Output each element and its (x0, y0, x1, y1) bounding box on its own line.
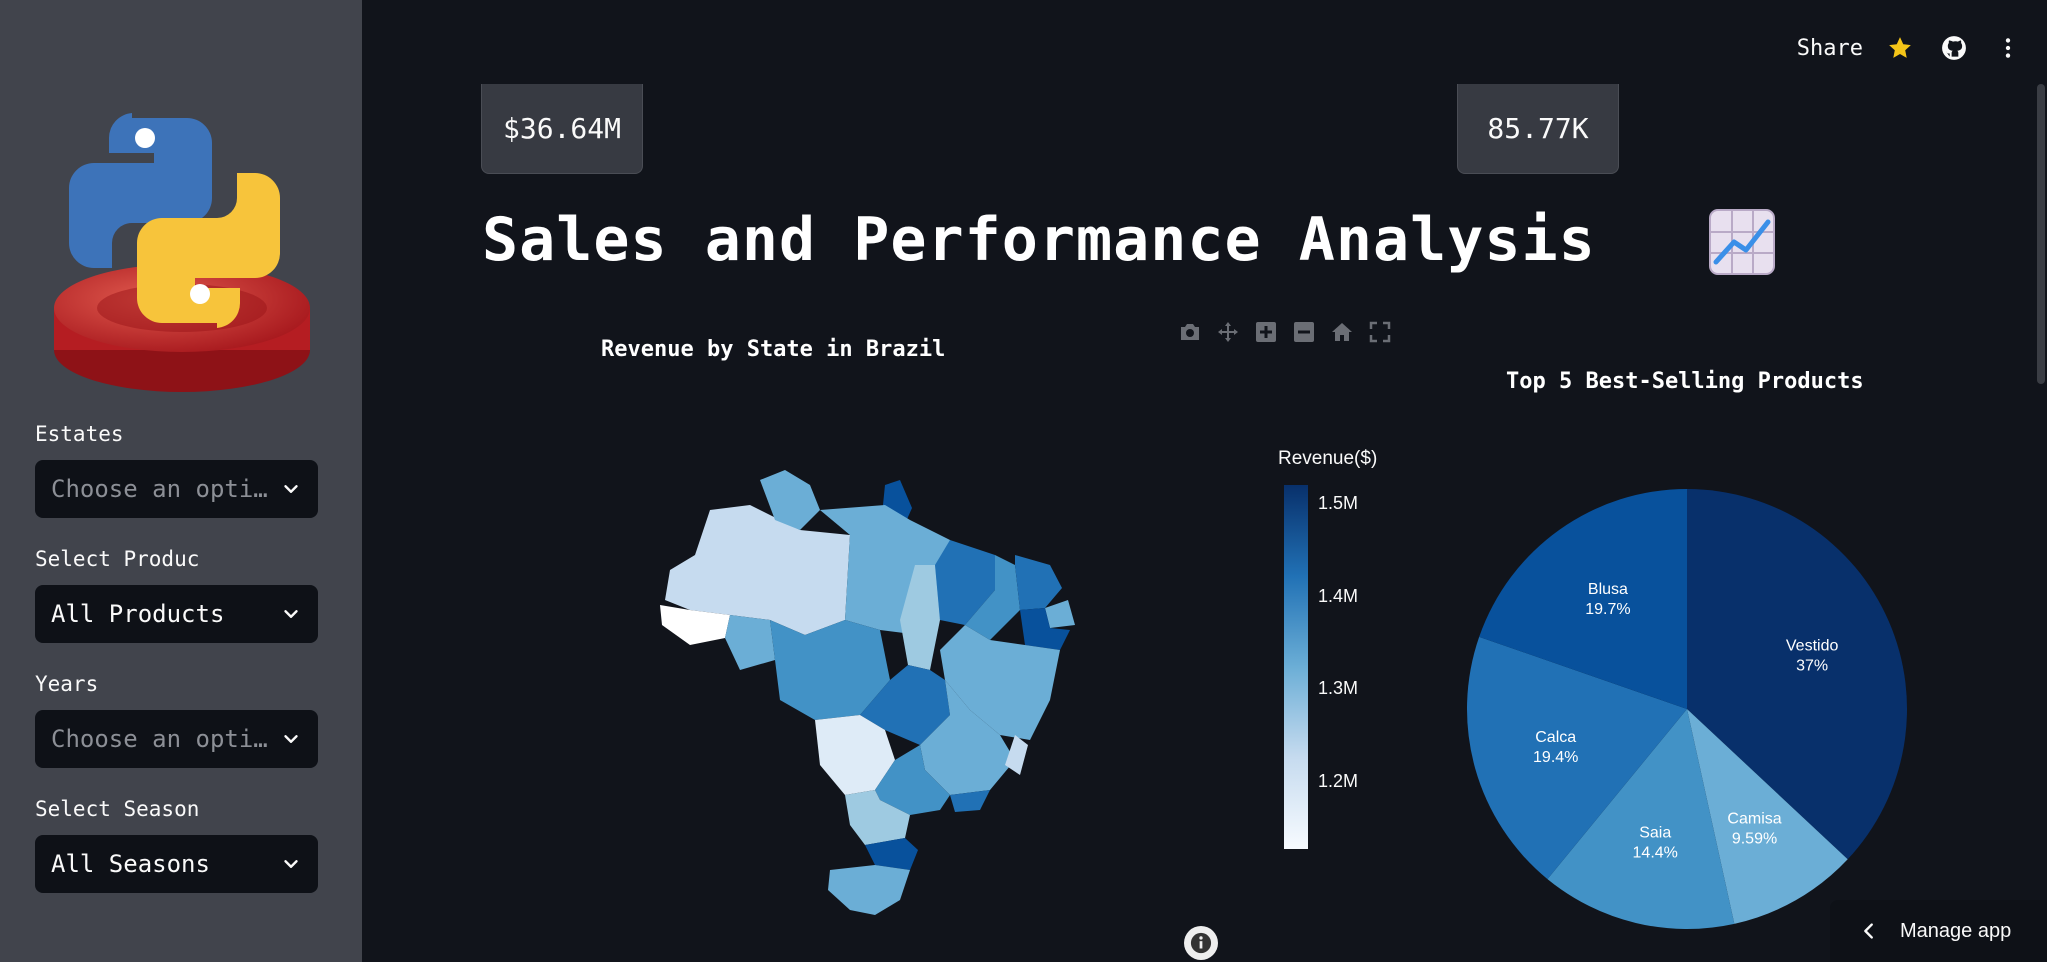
metric-quantity: 85.77K (1457, 84, 1619, 174)
top-toolbar: Share (1797, 26, 2047, 70)
pan-icon[interactable] (1216, 320, 1240, 344)
pie-slice-saia[interactable] (1547, 709, 1735, 929)
state-region (920, 680, 1015, 795)
state-region (760, 470, 820, 530)
pie-label: Vestido (1786, 638, 1839, 655)
zoom-out-icon[interactable] (1292, 320, 1316, 344)
colorbar-tick: 1.2M (1318, 771, 1359, 791)
state-region (1020, 608, 1070, 650)
chevron-down-icon (284, 860, 298, 868)
home-icon[interactable] (1330, 320, 1354, 344)
manage-app-label: Manage app (1900, 919, 2012, 942)
state-region (845, 790, 910, 845)
chevron-down-icon (284, 610, 298, 618)
state-region (770, 620, 890, 720)
pie-label: Blusa (1588, 581, 1628, 598)
brazil-choropleth-map[interactable] (650, 460, 1090, 920)
colorbar-tick: 1.4M (1318, 586, 1359, 606)
manage-app-button[interactable]: Manage app (1830, 900, 2047, 962)
camera-icon[interactable] (1178, 320, 1202, 344)
state-region (950, 790, 990, 812)
state-region (865, 838, 918, 870)
product-select-value: All Products (51, 600, 225, 628)
state-region (860, 665, 950, 745)
pie-chart[interactable]: Vestido 37% Camisa 9.59% Saia 14.4% Calca 19.4%… (1462, 484, 1912, 934)
state-region (665, 505, 850, 635)
state-region (1045, 600, 1075, 628)
state-region (1015, 555, 1062, 610)
star-icon[interactable] (1885, 33, 1915, 63)
estates-label: Estates (35, 422, 124, 446)
more-vertical-icon[interactable] (1993, 33, 2023, 63)
colorbar-tick: 1.5M (1318, 493, 1359, 513)
pie-slice-blusa[interactable] (1479, 489, 1687, 709)
github-icon[interactable] (1939, 33, 1969, 63)
years-select[interactable]: Choose an opti… (35, 710, 318, 768)
pie-percent-label: 37% (1796, 658, 1828, 675)
share-button[interactable]: Share (1796, 35, 1863, 61)
pie-slice-vestido[interactable] (1687, 489, 1907, 860)
season-label: Select Season (35, 797, 200, 821)
pie-percent-label: 9.59% (1732, 831, 1777, 848)
metric-revenue: $36.64M (481, 84, 643, 174)
chart-modebar (1178, 320, 1392, 344)
state-region (940, 625, 1060, 740)
colorbar-tick: 1.3M (1318, 678, 1359, 698)
state-region (828, 865, 910, 915)
state-region (935, 540, 995, 625)
state-region (965, 555, 1020, 640)
scrollbar[interactable] (2037, 84, 2045, 384)
info-icon (1190, 932, 1212, 954)
page-title: Sales and Performance Analysis (482, 205, 1596, 275)
estates-select-value: Choose an opti… (51, 475, 268, 503)
chart-increasing-icon (1709, 209, 1775, 275)
years-label: Years (35, 672, 99, 696)
pie-slice-calca[interactable] (1467, 636, 1687, 880)
pie-percent-label: 19.7% (1585, 601, 1630, 618)
chevron-down-icon (284, 485, 298, 493)
chevron-down-icon (284, 735, 298, 743)
state-region (660, 605, 730, 645)
chevron-left-icon (1864, 923, 1873, 939)
pie-percent-label: 19.4% (1533, 749, 1578, 766)
pie-label: Saia (1639, 825, 1671, 842)
map-chart-title: Revenue by State in Brazil (601, 337, 946, 362)
state-region (725, 615, 775, 670)
colorbar (1284, 485, 1308, 849)
colorbar-title: Revenue($) (1278, 448, 1378, 469)
metric-revenue-value: $36.64M (502, 112, 621, 145)
product-select[interactable]: All Products (35, 585, 318, 643)
pie-slice-camisa[interactable] (1687, 709, 1848, 924)
years-select-value: Choose an opti… (51, 725, 268, 753)
metric-quantity-value: 85.77K (1487, 112, 1589, 145)
season-select[interactable]: All Seasons (35, 835, 318, 893)
season-select-value: All Seasons (51, 850, 210, 878)
pie-chart-title: Top 5 Best-Selling Products (1506, 369, 1864, 394)
pie-percent-label: 14.4% (1633, 845, 1678, 862)
state-region (875, 745, 950, 815)
python-logo-icon (54, 113, 310, 392)
product-label: Select Produc (35, 547, 200, 571)
state-region (1005, 735, 1028, 775)
fullscreen-icon[interactable] (1368, 320, 1392, 344)
state-region (900, 565, 940, 670)
pie-label: Calca (1535, 729, 1576, 746)
estates-select[interactable]: Choose an opti… (35, 460, 318, 518)
state-region (815, 715, 895, 795)
zoom-in-icon[interactable] (1254, 320, 1278, 344)
info-button[interactable] (1184, 926, 1218, 960)
sidebar: Estates Choose an opti… Select Produc Al… (0, 0, 362, 962)
pie-label: Camisa (1727, 811, 1781, 828)
